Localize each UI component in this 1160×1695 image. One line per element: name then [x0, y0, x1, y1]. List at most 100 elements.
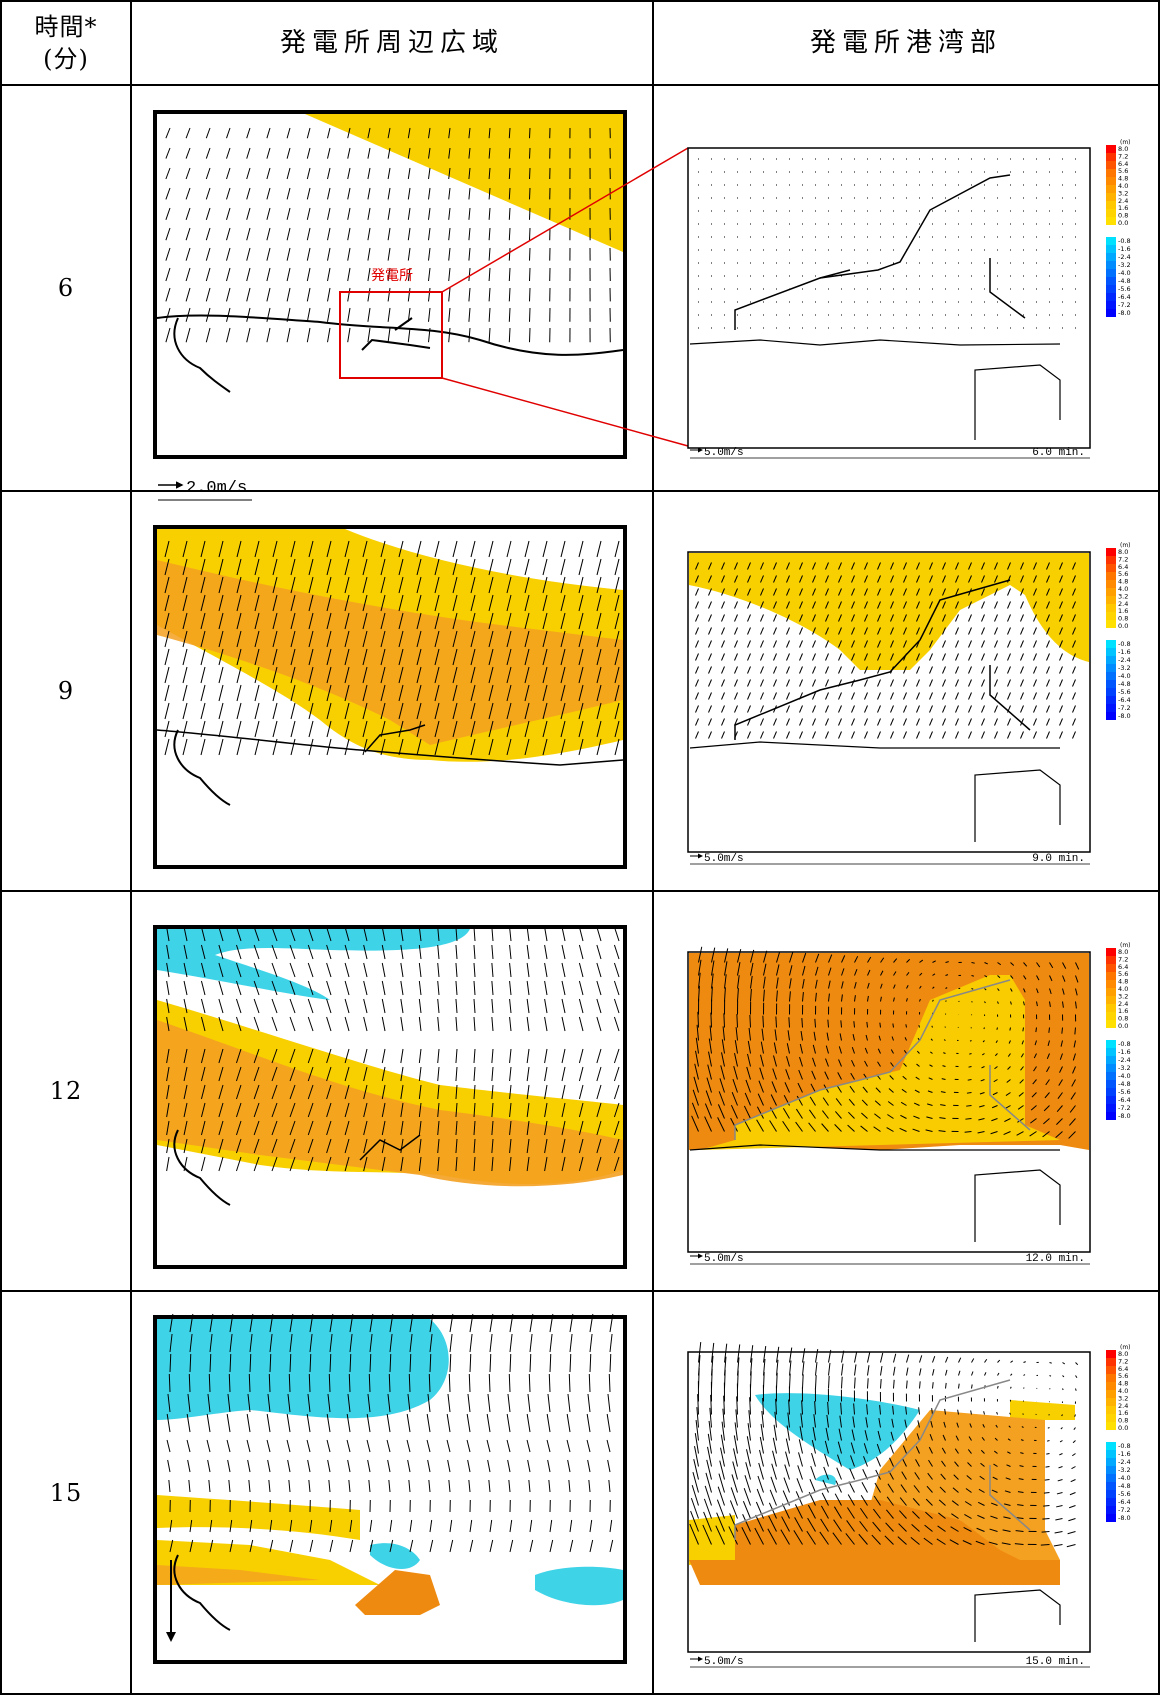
flow-arrow — [469, 1519, 473, 1533]
legend-swatch — [1106, 1458, 1116, 1466]
flow-arrow — [488, 594, 494, 612]
grid-line — [0, 1693, 1160, 1695]
flow-arrow — [1046, 575, 1050, 583]
flow-arrow — [760, 653, 764, 661]
flow-arrow — [398, 540, 404, 558]
flow-arrow — [508, 247, 511, 261]
flow-arrow — [828, 1362, 831, 1376]
flow-arrow — [1043, 1105, 1050, 1112]
flow-arrow — [272, 558, 278, 576]
flow-arrow — [468, 267, 471, 282]
flow-arrow — [904, 1419, 907, 1428]
flow-arrow — [446, 1413, 451, 1433]
flow-arrow — [976, 1527, 985, 1532]
flow-arrow — [578, 612, 584, 630]
flow-arrow — [760, 562, 764, 570]
flow-arrow — [913, 1485, 920, 1493]
flow-arrow — [508, 287, 511, 302]
flow-arrow — [847, 1124, 855, 1132]
flow-arrow — [266, 307, 271, 322]
flow-arrow — [434, 648, 440, 666]
flow-arrow — [200, 1156, 206, 1172]
flow-arrow — [560, 702, 566, 720]
flow-arrow — [327, 227, 331, 241]
flow-arrow — [326, 648, 332, 666]
wide-scale-label: 2.0m/s — [186, 479, 247, 498]
flow-arrow — [1056, 1492, 1063, 1495]
flow-arrow — [811, 1440, 816, 1454]
flow-arrow — [452, 558, 458, 576]
flow-arrow — [971, 1371, 974, 1376]
flow-arrow — [746, 1449, 751, 1467]
flow-arrow — [254, 630, 260, 648]
flow-arrow — [859, 1520, 868, 1532]
flow-arrow — [850, 1455, 855, 1467]
flow-arrow — [847, 1494, 855, 1506]
flow-arrow — [249, 1519, 253, 1533]
flow-arrow — [799, 653, 803, 661]
flow-arrow — [786, 1056, 790, 1067]
flow-arrow — [614, 666, 620, 684]
flow-arrow — [899, 1127, 907, 1132]
flow-arrow — [613, 1156, 620, 1172]
flow-arrow — [398, 702, 404, 720]
flow-arrow — [889, 1075, 894, 1080]
flow-arrow — [381, 944, 386, 960]
flow-arrow — [165, 307, 171, 322]
flow-arrow — [955, 601, 959, 609]
flow-arrow — [943, 1421, 946, 1428]
flow-arrow — [218, 666, 224, 684]
flow-arrow — [542, 648, 548, 666]
flow-arrow — [254, 702, 260, 720]
flow-arrow — [835, 1480, 842, 1493]
flow-arrow — [1002, 1529, 1011, 1532]
flow-arrow — [720, 1447, 725, 1467]
flow-arrow — [906, 985, 909, 989]
legend-value: -1.6 — [1118, 1048, 1131, 1056]
flow-arrow — [950, 1526, 959, 1532]
flow-arrow — [890, 1431, 894, 1441]
flow-arrow — [169, 1313, 174, 1333]
flow-arrow — [1007, 562, 1011, 570]
flow-arrow — [893, 984, 896, 989]
flow-arrow — [968, 601, 972, 609]
flow-arrow — [981, 731, 985, 739]
flow-arrow — [981, 601, 985, 609]
flow-arrow — [200, 980, 206, 996]
flow-arrow — [491, 1138, 494, 1154]
flow-arrow — [969, 1053, 972, 1055]
flow-arrow — [773, 679, 777, 687]
flow-arrow — [851, 562, 855, 570]
flow-arrow — [254, 666, 260, 684]
flow-arrow — [776, 964, 780, 976]
flow-arrow — [400, 1048, 404, 1064]
flow-arrow — [1046, 1440, 1050, 1442]
flow-arrow — [802, 1361, 805, 1376]
flow-arrow — [271, 1156, 278, 1172]
flow-arrow — [1068, 1518, 1076, 1522]
flow-arrow — [289, 1066, 296, 1082]
legend-value: 5.6 — [1118, 570, 1128, 578]
flow-arrow — [246, 287, 251, 302]
flow-arrow — [186, 1439, 191, 1453]
flow-arrow — [708, 653, 712, 661]
flow-arrow — [877, 575, 881, 583]
flow-arrow — [704, 1485, 712, 1506]
flow-arrow — [893, 958, 898, 963]
flow-arrow — [771, 1463, 777, 1480]
flow-arrow — [327, 127, 331, 139]
flow-arrow — [467, 1459, 471, 1473]
flow-arrow — [398, 630, 404, 648]
flow-arrow — [381, 998, 386, 1014]
flow-arrow — [773, 588, 777, 596]
wide-map-9 — [153, 525, 627, 869]
flow-arrow — [970, 1027, 972, 1029]
flow-arrow — [426, 1413, 431, 1433]
flow-arrow — [226, 247, 231, 261]
flow-arrow — [437, 1102, 440, 1118]
flow-arrow — [578, 648, 584, 666]
flow-arrow — [903, 731, 907, 739]
flow-arrow — [919, 1381, 921, 1389]
flow-arrow — [347, 1459, 351, 1473]
flow-arrow — [825, 588, 829, 596]
